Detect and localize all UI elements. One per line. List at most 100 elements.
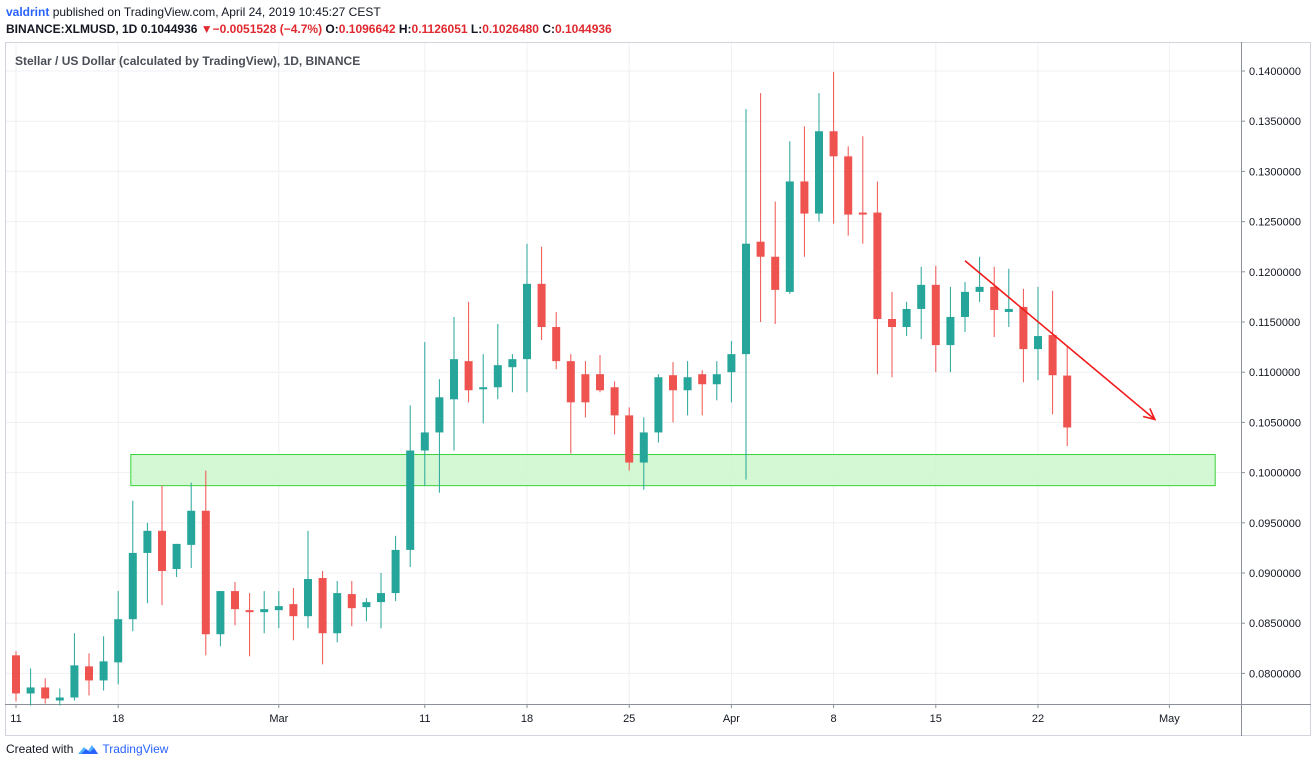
candle-up: [99, 661, 108, 681]
candle-down: [245, 610, 254, 613]
x-tick-label: 18: [521, 713, 533, 725]
x-tick-label: 11: [10, 713, 21, 725]
last-price: 0.1044936: [140, 22, 198, 36]
y-tick-label: 0.1050000: [1249, 417, 1301, 429]
candle-down: [1048, 335, 1057, 376]
candle-up: [815, 131, 823, 214]
change-value: −0.0051528 (−4.7%): [212, 22, 323, 36]
y-tick-label: 0.1150000: [1249, 317, 1300, 329]
tradingview-brand[interactable]: TradingView: [102, 742, 169, 756]
candle-up: [639, 432, 648, 463]
candle-up: [274, 606, 283, 611]
candle-up: [523, 283, 531, 360]
x-tick-label: 8: [831, 713, 837, 725]
candle-up: [975, 286, 984, 292]
candle-up: [391, 549, 400, 594]
candle-down: [800, 181, 809, 214]
candle-down: [201, 510, 210, 635]
candle-up: [114, 619, 123, 663]
candle-down: [625, 415, 634, 463]
low-label: L:: [470, 22, 483, 36]
y-tick-label: 0.1000000: [1249, 468, 1301, 480]
trend-arrow-line: [964, 260, 1156, 421]
chart-area[interactable]: Stellar / US Dollar (calculated by Tradi…: [5, 42, 1311, 736]
candle-down: [829, 131, 838, 157]
x-tick-label: 25: [623, 713, 635, 725]
candle-down: [931, 284, 940, 346]
candle-down: [610, 387, 619, 416]
candle-up: [1004, 308, 1013, 312]
candle-down: [756, 241, 765, 257]
candle-up: [406, 450, 415, 550]
y-tick-label: 0.0950000: [1249, 518, 1301, 530]
candle-up: [362, 602, 371, 608]
x-tick-label: May: [1159, 713, 1180, 725]
open-label: O:: [325, 22, 339, 36]
candle-down: [1063, 375, 1072, 428]
candle-up: [216, 591, 225, 635]
candle-up: [70, 665, 79, 698]
candle-up: [727, 354, 736, 373]
candle-up: [377, 593, 385, 603]
candle-up: [260, 609, 269, 613]
candle-up: [435, 397, 444, 433]
x-tick-label: Apr: [723, 713, 740, 725]
candle-up: [508, 359, 517, 368]
close-value: 0.1044936: [555, 22, 612, 36]
candle-down: [464, 361, 473, 391]
candle-up: [450, 359, 458, 400]
high-value: 0.1126051: [411, 22, 468, 36]
candle-up: [917, 284, 926, 309]
candle-up: [785, 181, 794, 292]
candle-up: [654, 377, 663, 433]
symbol-ohlc-line: BINANCE:XLMUSD, 1D 0.1044936 ▼−0.0051528…: [6, 22, 612, 36]
y-tick-label: 0.0800000: [1249, 668, 1301, 680]
candlestick-chart[interactable]: Stellar / US Dollar (calculated by Tradi…: [5, 42, 1311, 736]
candle-up: [961, 291, 969, 317]
close-label: C:: [542, 22, 555, 36]
author-link[interactable]: valdrint: [6, 5, 50, 19]
candle-down: [581, 374, 590, 403]
high-label: H:: [398, 22, 412, 36]
candle-down: [888, 318, 896, 328]
x-tick-label: 22: [1032, 713, 1044, 725]
candle-down: [873, 212, 882, 319]
candle-down: [858, 212, 867, 215]
candle-up: [304, 579, 312, 617]
candle-up: [333, 593, 342, 634]
candle-up: [479, 387, 488, 390]
candle-down: [566, 361, 575, 403]
created-with-text: Created with: [6, 742, 74, 756]
open-value: 0.1096642: [338, 22, 396, 36]
x-tick-label: 11: [419, 713, 430, 725]
publish-line: valdrint published on TradingView.com, A…: [6, 5, 381, 19]
low-value: 0.1026480: [482, 22, 539, 36]
candle-up: [187, 510, 196, 545]
candle-up: [902, 308, 911, 328]
candle-down: [1019, 306, 1028, 350]
support-zone: [130, 454, 1216, 487]
y-tick-label: 0.1250000: [1249, 217, 1301, 229]
chart-title: Stellar / US Dollar (calculated by Tradi…: [15, 54, 360, 68]
candle-down: [231, 591, 239, 610]
candle-up: [420, 432, 429, 451]
symbol-label: BINANCE:XLMUSD, 1D: [6, 22, 138, 36]
tradingview-logo-icon: [78, 745, 99, 754]
candle-down: [990, 286, 999, 310]
candle-down: [347, 594, 356, 609]
trend-arrow-head: [1142, 408, 1157, 421]
candle-up: [55, 697, 64, 701]
footer: Created with TradingView: [6, 742, 168, 756]
candle-down: [289, 604, 298, 617]
down-triangle-icon: ▼: [200, 22, 213, 36]
candle-down: [771, 256, 780, 290]
y-tick-label: 0.0900000: [1249, 568, 1301, 580]
x-tick-label: 18: [112, 713, 124, 725]
candle-up: [143, 530, 152, 553]
candle-up: [683, 377, 692, 391]
candle-up: [172, 543, 181, 569]
candle-down: [318, 578, 327, 634]
y-tick-label: 0.1100000: [1249, 367, 1300, 379]
candle-down: [698, 374, 707, 385]
y-tick-label: 0.1200000: [1249, 267, 1301, 279]
